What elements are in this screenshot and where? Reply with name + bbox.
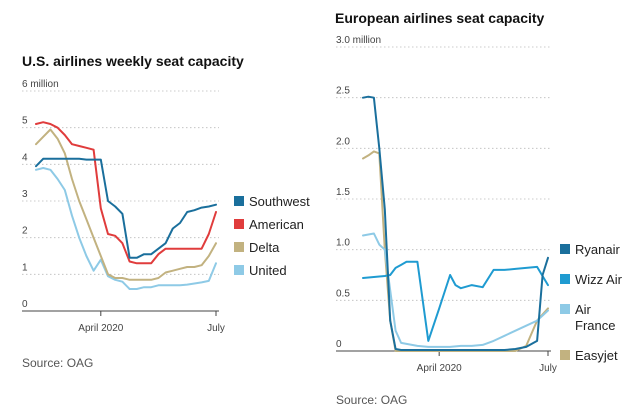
us-x-tick-label: April 2020 bbox=[78, 323, 123, 334]
eu-chart: 3.0 million 2.5 2.0 1.5 1.0 0.5 0 April 2020 Jul… bbox=[336, 35, 623, 374]
eu-series-line-wizz-air bbox=[362, 260, 549, 342]
eu-y-tick-label: 0 bbox=[336, 339, 342, 350]
eu-legend-label-ryanair: Ryanair bbox=[575, 242, 620, 257]
eu-y-tick-label: 2.5 bbox=[336, 86, 350, 97]
eu-legend-swatch-wizz-air bbox=[560, 274, 570, 284]
us-series-line-american bbox=[35, 121, 217, 265]
us-legend-swatch-southwest bbox=[234, 196, 244, 206]
us-series-line-delta bbox=[35, 128, 217, 281]
us-y-tick-label: 4 bbox=[22, 152, 28, 163]
eu-series-line-ryanair bbox=[362, 95, 549, 351]
eu-x-tick-label: April 2020 bbox=[417, 363, 462, 374]
us-legend-swatch-delta bbox=[234, 242, 244, 252]
us-series-line-united bbox=[35, 167, 217, 290]
us-y-tick-label: 3 bbox=[22, 189, 28, 200]
eu-legend-swatch-easyjet bbox=[560, 350, 570, 360]
us-legend-swatch-united bbox=[234, 265, 244, 275]
us-y-tick-label: 1 bbox=[22, 262, 28, 273]
us-legend-label-delta: Delta bbox=[249, 240, 280, 255]
us-source-note: Source: OAG bbox=[22, 356, 94, 370]
us-y-tick-label: 5 bbox=[22, 116, 28, 127]
eu-chart-title: European airlines seat capacity bbox=[335, 10, 545, 26]
eu-y-tick-label: 1.0 bbox=[336, 238, 350, 249]
eu-legend-label-easyjet: Easyjet bbox=[575, 348, 618, 363]
eu-legend-swatch-ryanair bbox=[560, 244, 570, 254]
us-legend-label-united: United bbox=[249, 263, 287, 278]
eu-legend-label-air-france: Air France bbox=[575, 302, 615, 333]
eu-y-tick-label: 1.5 bbox=[336, 187, 350, 198]
eu-y-tick-label: 2.0 bbox=[336, 136, 350, 147]
us-legend-label-southwest: Southwest bbox=[249, 194, 310, 209]
us-legend-swatch-american bbox=[234, 219, 244, 229]
us-x-tick-label: July bbox=[207, 323, 225, 334]
us-chart: 6 million 5 4 3 2 1 0 April 2020 July Southwest Am… bbox=[22, 79, 310, 334]
eu-x-tick-label: July bbox=[539, 363, 557, 374]
us-y-tick-label: 2 bbox=[22, 226, 28, 237]
eu-y-tick-label: 0.5 bbox=[336, 288, 350, 299]
eu-series-line-air-france bbox=[362, 232, 549, 348]
eu-source-note: Source: OAG bbox=[336, 393, 408, 407]
us-y-tick-label: 6 million bbox=[22, 79, 59, 90]
eu-legend-swatch-air-france bbox=[560, 304, 570, 314]
us-chart-title: U.S. airlines weekly seat capacity bbox=[22, 53, 244, 69]
us-legend-label-american: American bbox=[249, 217, 304, 232]
eu-y-tick-label: 3.0 million bbox=[336, 35, 381, 46]
us-y-tick-label: 0 bbox=[22, 299, 28, 310]
us-series-line-southwest bbox=[35, 157, 217, 259]
eu-legend-label-wizz-air: Wizz Air bbox=[575, 272, 623, 287]
